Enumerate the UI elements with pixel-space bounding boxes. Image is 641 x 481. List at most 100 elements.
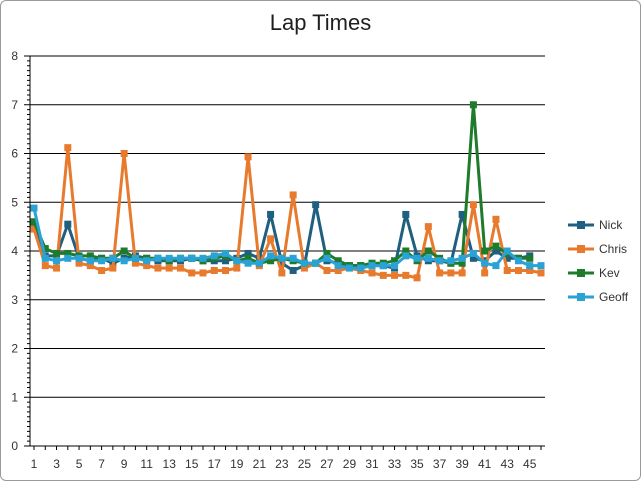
data-point-geoff xyxy=(436,257,444,265)
y-tick-label: 7 xyxy=(11,98,18,112)
data-point-geoff xyxy=(109,254,117,262)
data-point-chris xyxy=(481,269,489,277)
data-point-chris xyxy=(53,264,61,272)
x-tick-label: 11 xyxy=(140,457,153,471)
data-point-kev xyxy=(64,249,72,257)
data-point-chris xyxy=(278,269,286,277)
data-point-chris xyxy=(41,262,49,270)
data-point-geoff xyxy=(402,252,410,260)
data-point-chris xyxy=(109,264,117,272)
data-point-geoff xyxy=(233,257,241,265)
data-point-chris xyxy=(458,269,466,277)
data-point-kev xyxy=(323,249,331,257)
data-point-geoff xyxy=(424,254,432,262)
data-point-chris xyxy=(86,262,94,270)
data-point-geoff xyxy=(278,254,286,262)
data-point-nick xyxy=(469,254,477,262)
data-point-chris xyxy=(323,267,331,274)
data-point-geoff xyxy=(526,262,534,270)
chart-title: Lap Times xyxy=(269,10,372,35)
data-point-chris xyxy=(492,215,500,223)
x-tick-label: 37 xyxy=(433,457,447,471)
data-point-geoff xyxy=(165,254,173,262)
data-point-geoff xyxy=(345,264,353,272)
data-point-geoff xyxy=(53,257,61,265)
data-point-geoff xyxy=(447,257,455,265)
legend-label-nick: Nick xyxy=(599,218,623,232)
data-point-chris xyxy=(436,269,444,277)
x-tick-label: 39 xyxy=(455,457,469,471)
legend-marker-nick xyxy=(577,221,585,229)
data-point-geoff xyxy=(537,262,545,270)
data-point-chris xyxy=(413,274,421,282)
data-point-nick xyxy=(244,249,252,257)
legend-label-chris: Chris xyxy=(599,242,627,256)
data-point-geoff xyxy=(222,249,230,257)
data-point-chris xyxy=(176,264,184,272)
data-point-kev xyxy=(120,247,128,255)
data-point-geoff xyxy=(154,254,162,262)
data-point-chris xyxy=(267,235,275,243)
gridlines xyxy=(30,55,545,398)
data-point-chris xyxy=(503,267,511,274)
x-tick-label: 5 xyxy=(76,457,83,471)
data-point-geoff xyxy=(514,257,522,265)
data-point-chris xyxy=(447,269,455,277)
data-point-chris xyxy=(244,153,252,161)
y-tick-label: 8 xyxy=(11,49,18,63)
data-point-geoff xyxy=(176,254,184,262)
data-point-geoff xyxy=(458,254,466,262)
data-point-geoff xyxy=(289,254,297,262)
data-point-chris xyxy=(30,225,38,233)
data-point-kev xyxy=(267,257,275,265)
data-point-kev xyxy=(334,257,342,265)
data-point-geoff xyxy=(143,257,151,265)
data-point-kev xyxy=(492,242,500,250)
data-point-kev xyxy=(53,249,61,257)
data-point-nick xyxy=(503,254,511,262)
data-point-chris xyxy=(379,271,387,279)
data-point-kev xyxy=(469,101,477,109)
data-point-geoff xyxy=(41,254,49,262)
data-point-chris xyxy=(165,264,173,272)
data-point-geoff xyxy=(469,249,477,257)
data-point-geoff xyxy=(300,259,308,267)
x-tick-label: 19 xyxy=(230,457,244,471)
x-tick-label: 29 xyxy=(343,457,357,471)
data-point-kev xyxy=(424,247,432,255)
x-tick-label: 23 xyxy=(275,457,289,471)
data-point-geoff xyxy=(413,254,421,262)
legend-label-geoff: Geoff xyxy=(599,290,629,304)
data-point-chris xyxy=(402,271,410,279)
data-point-geoff xyxy=(334,262,342,270)
data-point-kev xyxy=(526,254,534,262)
x-tick-label: 45 xyxy=(523,457,537,471)
x-tick-label: 9 xyxy=(121,457,128,471)
data-point-geoff xyxy=(64,254,72,262)
data-point-geoff xyxy=(323,254,331,262)
data-point-chris xyxy=(120,150,128,157)
data-point-chris xyxy=(334,267,342,274)
data-point-nick xyxy=(402,210,410,218)
data-point-chris xyxy=(222,267,230,274)
data-point-geoff xyxy=(481,259,489,267)
data-point-chris xyxy=(526,267,534,274)
data-point-geoff xyxy=(503,247,511,255)
data-point-kev xyxy=(86,252,94,260)
x-tick-label: 25 xyxy=(298,457,312,471)
y-tick-label: 5 xyxy=(11,195,18,209)
x-tick-label: 1 xyxy=(31,457,38,471)
data-point-geoff xyxy=(391,262,399,270)
data-point-kev xyxy=(481,247,489,255)
data-point-chris xyxy=(199,269,207,277)
data-point-nick xyxy=(458,210,466,218)
data-point-geoff xyxy=(98,257,106,265)
y-tick-label: 3 xyxy=(11,293,18,307)
data-point-chris xyxy=(75,259,83,267)
data-point-chris xyxy=(424,223,432,231)
data-point-geoff xyxy=(357,264,365,272)
series-line-geoff xyxy=(32,207,541,270)
